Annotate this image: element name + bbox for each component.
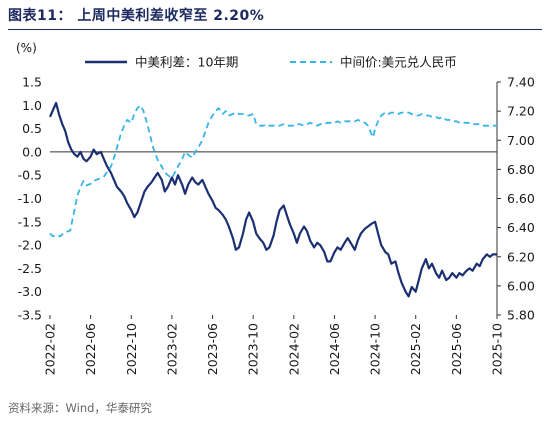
left-axis-tick-label: -1.0 [18, 191, 42, 206]
x-axis-tick-label: 2025-02 [408, 323, 423, 375]
legend-item-usdcny-mid-label: 中间价:美元兑人民币 [340, 55, 457, 70]
left-axis-tick-label: -2.0 [18, 238, 42, 253]
series-line-cn-us-spread [48, 101, 497, 298]
right-axis-tick-label: 7.40 [507, 75, 535, 90]
title-divider [8, 29, 542, 30]
left-axis-tick-label: -1.5 [18, 214, 42, 229]
left-axis-tick-label: -3.0 [18, 284, 42, 299]
right-axis-tick-label: 7.20 [507, 104, 535, 119]
right-axis-tick-label: 6.00 [507, 278, 535, 293]
right-axis-tick-label: 6.40 [507, 220, 535, 235]
series-layer [48, 101, 497, 298]
left-axis-tick-label: -2.5 [18, 261, 42, 276]
left-axis-tick-label: -0.5 [18, 168, 42, 183]
x-axis-tick-label: 2024-06 [327, 323, 342, 375]
legend-item-cn-us-spread-label: 中美利差：10年期 [135, 55, 238, 70]
left-axis-tick-label: 0.0 [22, 144, 42, 159]
source-note: 资料来源：Wind，华泰研究 [8, 401, 152, 415]
x-axis-tick-label: 2024-02 [286, 323, 301, 375]
x-axis-tick-label: 2024-10 [368, 323, 383, 375]
x-axis-tick-label: 2023-10 [246, 323, 261, 375]
x-axis: 2022-02 2022-06 2022-10 2023-02 2023-06 2023-… [43, 315, 505, 375]
x-axis-tick-label: 2025-06 [449, 323, 464, 375]
left-axis-tick-label: 1.5 [22, 75, 42, 90]
series-line-usdcny-mid [49, 104, 497, 238]
left-axis: 1.5 1.0 0.5 0.0 -0.5 -1.0 -1.5 -2.0 -2.5 -3.0 -3.5 [18, 75, 497, 323]
x-axis-tick-label: 2023-02 [164, 323, 179, 375]
right-axis-tick-label: 7.00 [507, 133, 535, 148]
left-axis-unit-label: (%) [16, 41, 37, 55]
right-axis-tick-label: 6.20 [507, 249, 535, 264]
right-axis-tick-label: 6.80 [507, 162, 535, 177]
right-axis-tick-label: 6.60 [507, 191, 535, 206]
x-axis-tick-label: 2025-10 [490, 323, 505, 375]
chart-title: 图表11： 上周中美利差收窄至 2.20% [8, 8, 265, 24]
right-axis: 7.40 7.20 7.00 6.80 6.60 6.40 6.20 6.00 5.80 [496, 75, 535, 323]
x-axis-tick-label: 2022-10 [124, 323, 139, 375]
right-axis-tick-label: 5.80 [507, 308, 535, 323]
left-axis-tick-label: 1.0 [22, 98, 42, 113]
legend: 中美利差：10年期 中间价:美元兑人民币 [85, 55, 457, 70]
x-axis-tick-label: 2022-02 [43, 323, 58, 375]
x-axis-tick-label: 2022-06 [83, 323, 98, 375]
x-axis-tick-label: 2023-06 [205, 323, 220, 375]
left-axis-tick-label: -3.5 [18, 308, 42, 323]
left-axis-tick-label: 0.5 [22, 121, 42, 136]
